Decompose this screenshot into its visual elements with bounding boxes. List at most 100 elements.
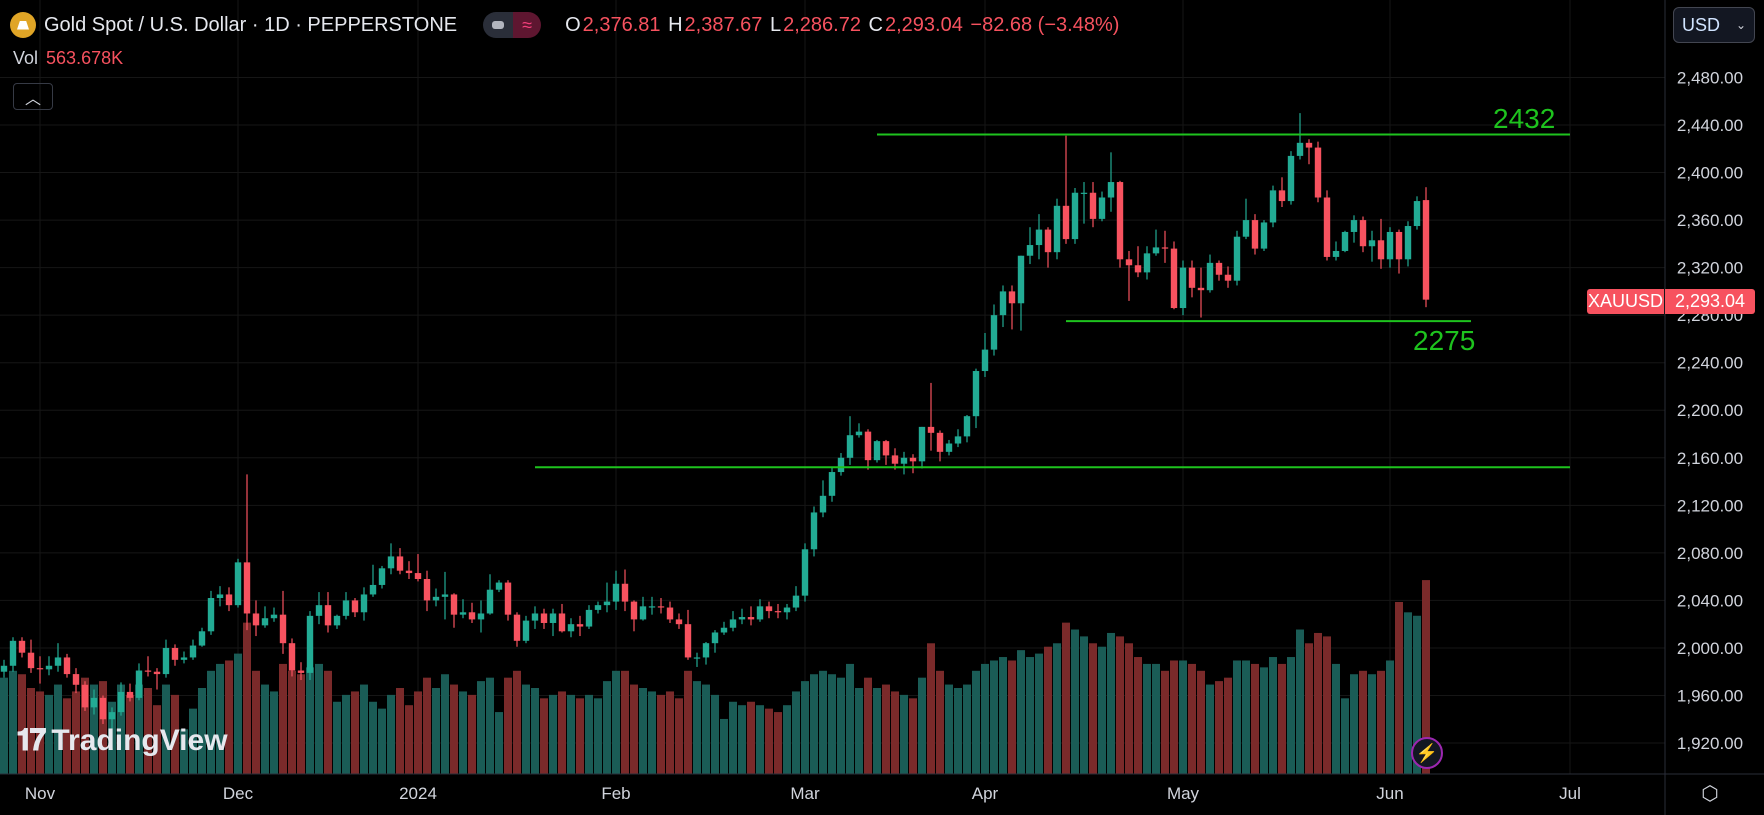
candle-body <box>468 612 476 620</box>
volume-bar <box>63 698 71 774</box>
volume-bar <box>9 670 17 774</box>
candle-body <box>1179 267 1187 309</box>
volume-bar <box>981 663 989 774</box>
collapse-legend-button[interactable]: ︿ <box>13 83 53 110</box>
volume-bar <box>1242 660 1250 774</box>
volume-bar <box>1071 629 1079 774</box>
price-tick-label: 2,480.00 <box>1677 68 1743 87</box>
candle-body <box>1386 231 1394 260</box>
volume-bar <box>1377 670 1385 774</box>
candle-body <box>891 455 899 464</box>
level-label-2432: 2432 <box>1493 102 1556 134</box>
candle-body <box>1143 253 1151 273</box>
chart-mode-toggle[interactable]: ≈ <box>483 12 542 38</box>
volume-bar <box>297 674 305 774</box>
volume-bar <box>126 694 134 774</box>
candle-body <box>630 601 638 620</box>
volume-bar <box>279 663 287 774</box>
candle-body <box>981 349 989 372</box>
candle-body <box>72 674 80 685</box>
time-axis[interactable]: Nov Dec 2024 Feb Mar Apr May Jun Jul <box>25 784 1581 803</box>
candle-body <box>45 665 53 670</box>
volume-bar <box>513 670 521 774</box>
candle-body <box>576 624 584 627</box>
candle-body <box>1026 245 1034 256</box>
volume-bar <box>1260 667 1268 774</box>
volume-bar <box>378 708 386 774</box>
candle-body <box>297 670 305 673</box>
time-tick-label: Dec <box>223 784 254 803</box>
volume-bar <box>1395 602 1403 774</box>
volume-bar <box>693 681 701 774</box>
candle-body <box>306 615 314 673</box>
volume-value: 563.678K <box>46 48 124 68</box>
candle-body <box>288 643 296 671</box>
settings-icon[interactable]: ⬡ <box>1701 782 1719 805</box>
volume-bar <box>639 688 647 774</box>
volume-bar <box>1206 684 1214 774</box>
time-tick-label: Jun <box>1376 784 1403 803</box>
candle-body <box>1251 220 1259 249</box>
volume-bar <box>927 643 935 774</box>
volume-bar <box>216 663 224 774</box>
candle-body <box>153 671 161 675</box>
volume-bar <box>558 691 566 774</box>
symbol-header: Gold Spot / U.S. Dollar · 1D · PEPPERSTO… <box>10 10 1121 40</box>
time-tick-label: Apr <box>972 784 999 803</box>
price-tick-label: 2,400.00 <box>1677 164 1743 183</box>
candle-body <box>0 665 8 672</box>
candle-body <box>522 620 530 641</box>
volume-bar <box>1080 636 1088 774</box>
volume-bar <box>450 684 458 774</box>
horizontal-levels[interactable] <box>535 133 1570 469</box>
volume-bar <box>576 698 584 774</box>
volume-bar <box>540 698 548 774</box>
volume-bar <box>45 694 53 774</box>
price-tick-label: 2,240.00 <box>1677 354 1743 373</box>
hide-icon[interactable] <box>483 12 514 38</box>
volume-bar <box>684 670 692 774</box>
volume-bar <box>351 691 359 774</box>
candle-body <box>351 600 359 613</box>
lightning-icon[interactable]: ⚡ <box>1411 737 1443 769</box>
candle-body <box>603 601 611 606</box>
volume-bar <box>603 681 611 774</box>
volume-bar <box>306 667 314 774</box>
candle-body <box>774 611 782 613</box>
candle-body <box>234 562 242 606</box>
tradingview-mark-icon: 𝟏𝟕 <box>16 724 46 757</box>
tradingview-logo[interactable]: 𝟏𝟕 TradingView <box>16 724 228 758</box>
volume-bar <box>468 694 476 774</box>
price-axis[interactable]: 2,480.00 2,440.00 2,400.00 2,360.00 2,320.00… <box>1677 68 1743 753</box>
symbol-title[interactable]: Gold Spot / U.S. Dollar · 1D · PEPPERSTO… <box>44 13 458 36</box>
volume-bar <box>819 670 827 774</box>
volume-bar <box>252 670 260 774</box>
candle-body <box>675 619 683 625</box>
candle-body <box>1323 197 1331 257</box>
candle-body <box>1413 201 1421 227</box>
wave-icon[interactable]: ≈ <box>513 12 542 38</box>
volume-bar <box>1098 646 1106 774</box>
candle-body <box>189 645 197 658</box>
volume-bar <box>675 698 683 774</box>
volume-bar <box>621 670 629 774</box>
volume-bar <box>702 684 710 774</box>
candle-body <box>1089 192 1097 219</box>
candle-body <box>225 594 233 606</box>
candle-body <box>1305 142 1313 148</box>
candle-body <box>1125 259 1133 266</box>
candle-body <box>18 640 26 653</box>
candle-body <box>684 624 692 658</box>
volume-bar <box>1152 663 1160 774</box>
volume-bar <box>1116 636 1124 774</box>
candle-body <box>801 549 809 596</box>
candle-body <box>1062 205 1070 240</box>
candle-body <box>1224 274 1232 281</box>
currency-select[interactable]: USD ⌄ <box>1673 7 1755 43</box>
volume-bar <box>198 688 206 774</box>
volume-bar <box>1233 660 1241 774</box>
candle-body <box>99 697 107 720</box>
low-value: 2,286.72 <box>783 13 861 36</box>
volume-bar <box>99 681 107 774</box>
